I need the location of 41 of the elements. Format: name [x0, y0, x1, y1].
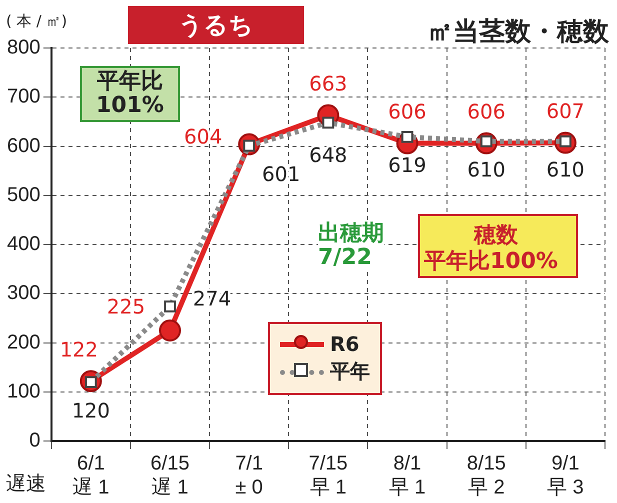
data-label: 610	[467, 158, 506, 182]
x-tick-label: 7/1 ± 0	[235, 452, 263, 499]
x-tick-label: 7/15 早 1	[308, 452, 348, 499]
y-tick-label: 300	[6, 282, 40, 304]
chart-subtitle: うるち	[128, 6, 304, 44]
data-label: 120	[72, 398, 110, 422]
data-label: 274	[192, 286, 232, 311]
x-tick-label: 6/15 遅 1	[150, 452, 190, 499]
y-tick-label: 100	[6, 380, 40, 402]
y-tick-label: 700	[6, 86, 40, 108]
x-tick-label: 8/1 早 1	[388, 452, 426, 499]
legend-label: R6	[330, 332, 360, 356]
y-tick-label: 0	[29, 430, 40, 452]
data-label: 663	[309, 72, 348, 96]
x-tick-label: 9/1 早 3	[547, 452, 584, 499]
data-label: 619	[388, 153, 426, 178]
data-label: 606	[467, 100, 506, 124]
point	[159, 319, 182, 342]
data-label: 601	[262, 162, 300, 186]
chart-title: ㎡当茎数・穂数	[427, 16, 609, 49]
data-label: 610	[546, 158, 585, 182]
y-tick-label: 200	[6, 331, 40, 354]
data-label: 607	[546, 99, 585, 124]
x-tick-label: 8/15 早 2	[466, 452, 506, 499]
data-label: 225	[106, 294, 146, 319]
annotation: 平年比100%	[424, 249, 558, 274]
annotation: 出穂期 7/22	[318, 221, 384, 270]
legend-label: 平年	[330, 358, 370, 385]
y-tick-label: 800	[6, 36, 40, 59]
y-tick-label: 500	[6, 184, 40, 206]
x-tick-label: 6/1 遅 1	[72, 452, 110, 499]
y-tick-label: 400	[6, 233, 40, 256]
x-axis-title: 遅速	[6, 470, 46, 497]
data-label: 604	[184, 124, 222, 148]
data-label: 122	[60, 337, 98, 362]
data-label: 606	[388, 100, 426, 124]
annotation: 穂数	[474, 222, 518, 250]
y-axis-title: ( 本 / ㎡)	[6, 12, 68, 31]
y-tick-label: 600	[6, 134, 40, 157]
annotation: 平年比 101%	[80, 66, 180, 122]
data-label: 648	[309, 142, 348, 167]
